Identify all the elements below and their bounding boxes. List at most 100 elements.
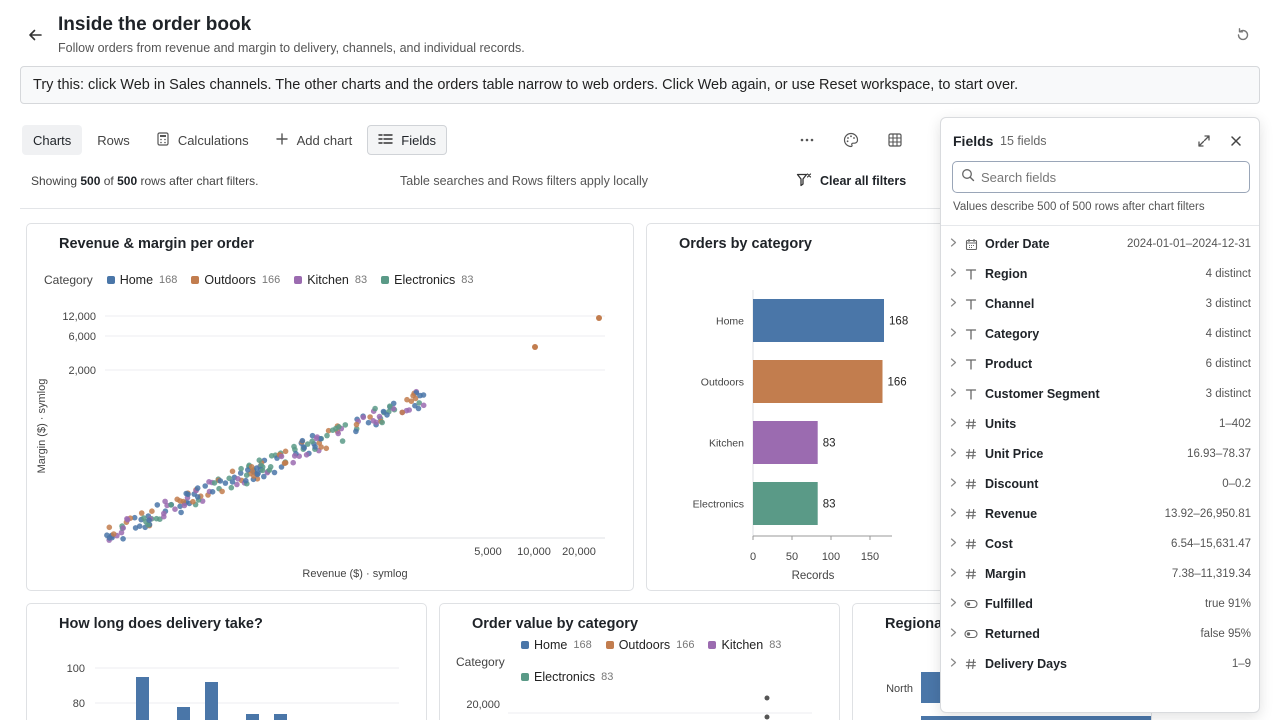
scatter-point[interactable] bbox=[132, 525, 139, 531]
scatter-point[interactable] bbox=[390, 400, 397, 407]
scatter-point[interactable] bbox=[138, 510, 145, 516]
scatter-point[interactable] bbox=[372, 405, 378, 412]
scatter-point[interactable] bbox=[154, 502, 161, 508]
scatter-point[interactable] bbox=[120, 525, 126, 531]
field-row[interactable]: Channel 3 distinct bbox=[941, 289, 1259, 319]
histogram-bar[interactable] bbox=[246, 714, 259, 720]
fields-button[interactable]: Fields bbox=[367, 125, 447, 155]
scatter-point[interactable] bbox=[282, 448, 289, 455]
search-fields-input[interactable] bbox=[981, 169, 1241, 185]
scatter-point[interactable] bbox=[222, 480, 229, 486]
scatter-point[interactable] bbox=[353, 421, 360, 428]
field-row[interactable]: Product 6 distinct bbox=[941, 349, 1259, 379]
chevron-right-icon[interactable] bbox=[950, 268, 960, 280]
expand-icon[interactable] bbox=[1195, 132, 1213, 150]
legend-item-home[interactable]: Home 168 bbox=[106, 273, 177, 287]
chevron-right-icon[interactable] bbox=[950, 538, 960, 550]
scatter-point[interactable] bbox=[211, 480, 218, 486]
field-row[interactable]: Revenue 13.92–26,950.81 bbox=[941, 499, 1259, 529]
scatter-point[interactable] bbox=[237, 470, 244, 476]
field-row[interactable]: Returned false 95% bbox=[941, 619, 1259, 649]
outlier-point[interactable] bbox=[764, 695, 770, 701]
scatter-point[interactable] bbox=[266, 467, 273, 473]
scatter-point[interactable] bbox=[278, 464, 285, 470]
scatter-point[interactable] bbox=[312, 444, 318, 450]
scatter-point[interactable] bbox=[209, 489, 216, 495]
scatter-point[interactable] bbox=[185, 491, 191, 498]
legend-item-electronics[interactable]: Electronics 83 bbox=[381, 273, 474, 287]
scatter-point[interactable] bbox=[379, 419, 386, 426]
scatter-point[interactable] bbox=[290, 459, 297, 466]
histogram-bar[interactable] bbox=[136, 677, 149, 720]
scatter-point[interactable] bbox=[124, 517, 131, 523]
field-row[interactable]: Cost 6.54–15,631.47 bbox=[941, 529, 1259, 559]
legend-item-outdoors[interactable]: Outdoors 166 bbox=[191, 273, 280, 287]
scatter-point[interactable] bbox=[120, 536, 126, 542]
palette-icon[interactable] bbox=[840, 129, 862, 151]
scatter-point[interactable] bbox=[238, 465, 244, 472]
chevron-right-icon[interactable] bbox=[950, 358, 960, 370]
chevron-right-icon[interactable] bbox=[950, 658, 960, 670]
scatter-point[interactable] bbox=[373, 419, 380, 426]
scatter-point[interactable] bbox=[339, 438, 346, 444]
scatter-point[interactable] bbox=[181, 502, 188, 509]
category-bar-chart[interactable]: Home 168 Outdoors 166 Kitchen 83 Electronics 83… bbox=[647, 224, 946, 591]
chevron-right-icon[interactable] bbox=[950, 508, 960, 520]
delivery-histogram[interactable]: 100 80 bbox=[27, 604, 427, 720]
scatter-point[interactable] bbox=[172, 506, 178, 512]
scatter-point[interactable] bbox=[410, 392, 416, 399]
field-row[interactable]: Region 4 distinct bbox=[941, 259, 1259, 289]
field-row[interactable]: Customer Segment 3 distinct bbox=[941, 379, 1259, 409]
scatter-point[interactable] bbox=[301, 445, 308, 451]
legend-item-outdoors[interactable]: Outdoors 166 bbox=[605, 638, 694, 652]
scatter-point[interactable] bbox=[243, 477, 249, 484]
scatter-point[interactable] bbox=[256, 457, 263, 463]
chevron-right-icon[interactable] bbox=[950, 298, 960, 310]
scatter-point[interactable] bbox=[408, 398, 415, 404]
scatter-point[interactable] bbox=[141, 515, 147, 521]
scatter-point[interactable] bbox=[194, 494, 201, 500]
scatter-point[interactable] bbox=[412, 402, 418, 409]
category-bar[interactable] bbox=[753, 299, 884, 342]
scatter-point[interactable] bbox=[161, 513, 167, 520]
scatter-point[interactable] bbox=[399, 409, 406, 416]
scatter-point[interactable] bbox=[309, 432, 316, 439]
scatter-point[interactable] bbox=[420, 402, 427, 409]
scatter-point[interactable] bbox=[365, 419, 372, 426]
scatter-point[interactable] bbox=[229, 468, 236, 475]
scatter-point[interactable] bbox=[219, 488, 225, 495]
scatter-point[interactable] bbox=[217, 478, 224, 484]
scatter-point[interactable] bbox=[324, 432, 330, 439]
scatter-point[interactable] bbox=[177, 503, 183, 510]
scatter-point[interactable] bbox=[303, 452, 310, 458]
scatter-point[interactable] bbox=[149, 508, 155, 514]
field-row[interactable]: Fulfilled true 91% bbox=[941, 589, 1259, 619]
tab-charts[interactable]: Charts bbox=[22, 125, 83, 155]
scatter-point[interactable] bbox=[254, 471, 261, 478]
field-row[interactable]: Order Date 2024-01-01–2024-12-31 bbox=[941, 229, 1259, 259]
chevron-right-icon[interactable] bbox=[950, 328, 960, 340]
scatter-point[interactable] bbox=[261, 473, 267, 480]
scatter-point[interactable] bbox=[243, 472, 250, 478]
legend-item-kitchen[interactable]: Kitchen 83 bbox=[708, 638, 781, 652]
scatter-point[interactable] bbox=[291, 453, 298, 459]
scatter-point[interactable] bbox=[118, 529, 125, 536]
chevron-right-icon[interactable] bbox=[950, 388, 960, 400]
category-bar[interactable] bbox=[753, 421, 818, 464]
scatter-point[interactable] bbox=[145, 522, 151, 528]
scatter-point[interactable] bbox=[245, 467, 251, 473]
scatter-point[interactable] bbox=[234, 481, 240, 488]
clear-all-filters-button[interactable]: Clear all filters bbox=[796, 170, 906, 192]
scatter-point[interactable] bbox=[384, 412, 390, 418]
scatter-point[interactable] bbox=[387, 403, 393, 409]
scatter-point[interactable] bbox=[194, 485, 201, 491]
field-row[interactable]: Unit Price 16.93–78.37 bbox=[941, 439, 1259, 469]
scatter-point[interactable] bbox=[376, 413, 383, 420]
legend-item-home[interactable]: Home 168 bbox=[521, 638, 592, 652]
scatter-point[interactable] bbox=[309, 438, 315, 445]
scatter-point[interactable] bbox=[248, 464, 255, 470]
region-bar[interactable] bbox=[921, 716, 1152, 720]
chevron-right-icon[interactable] bbox=[950, 448, 960, 460]
scatter-point[interactable] bbox=[235, 476, 241, 482]
histogram-bar[interactable] bbox=[177, 707, 190, 720]
